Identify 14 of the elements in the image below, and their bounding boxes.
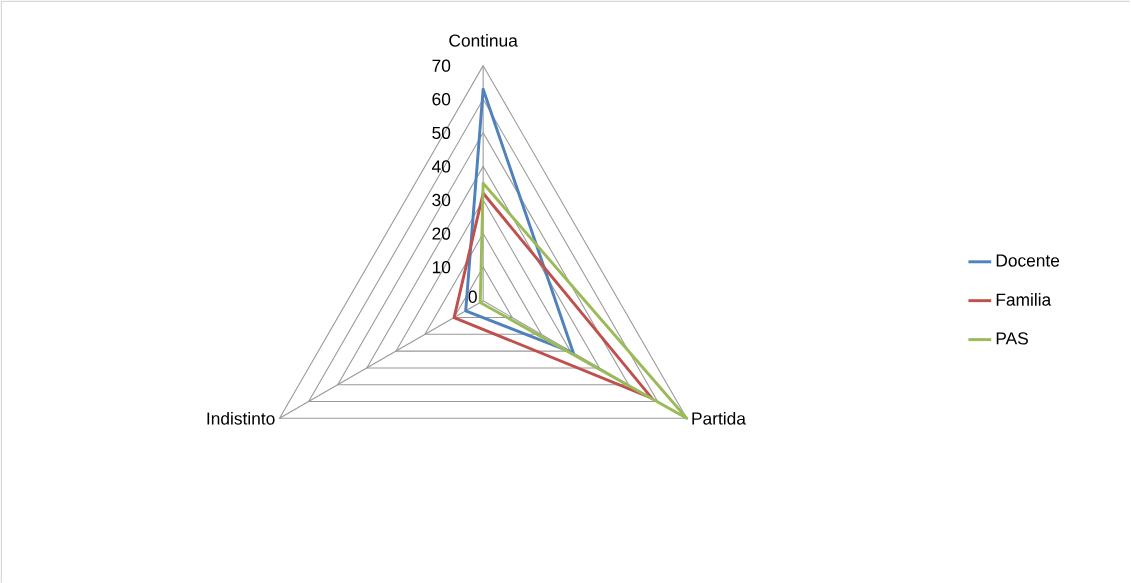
y-tick-label: 0: [468, 290, 477, 303]
y-tick-label: 50: [432, 126, 451, 139]
spoke-label: Partida: [692, 411, 746, 425]
legend-label: Familia: [996, 293, 1052, 306]
legend-label: PAS: [996, 332, 1028, 345]
y-tick-label: 20: [432, 227, 451, 240]
legend-label: Docente: [996, 254, 1060, 267]
y-tick-label: 10: [432, 260, 451, 274]
y-tick-label: 60: [432, 93, 451, 106]
y-tick-label: 70: [432, 59, 451, 72]
y-tick-label: 30: [432, 193, 451, 207]
spoke-label: Indistinto: [207, 411, 275, 425]
y-tick-label: 40: [431, 160, 451, 173]
spoke-label: Continua: [449, 33, 518, 47]
